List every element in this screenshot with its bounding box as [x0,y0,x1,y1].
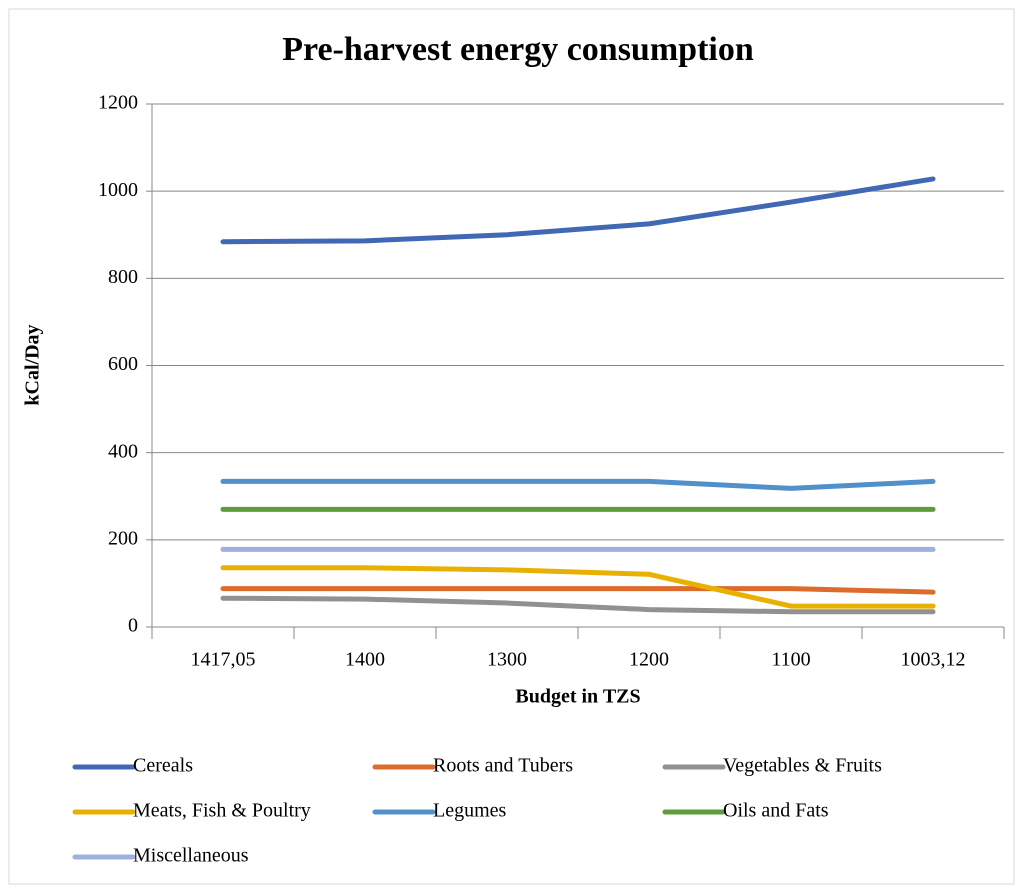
series-line [220,176,936,245]
x-tick-label: 1400 [345,649,385,671]
legend-label: Oils and Fats [723,800,829,822]
y-tick-label: 800 [108,266,138,288]
x-tick-label: 1200 [629,649,669,671]
y-tick-label: 0 [128,615,138,637]
y-tick-label: 400 [108,440,138,462]
y-axis-label: kCal/Day [22,324,44,405]
legend-label: Miscellaneous [133,845,249,867]
series-line [220,478,936,491]
series-line [220,595,936,615]
y-tick-label: 1000 [98,179,138,201]
chart-border [8,8,1015,885]
legend-label: Roots and Tubers [433,755,573,777]
series-line [220,565,936,609]
legend-label: Vegetables & Fruits [723,755,882,777]
y-tick-label: 1200 [98,92,138,114]
legend-label: Legumes [433,800,507,822]
x-tick-label: 1100 [771,649,810,671]
y-tick-label: 600 [108,353,138,375]
x-tick-label: 1300 [487,649,527,671]
x-axis-label: Budget in TZS [515,686,640,708]
chart-title: Pre-harvest energy consumption [282,31,754,68]
y-tick-label: 200 [108,527,138,549]
x-tick-label: 1003,12 [901,649,966,671]
x-tick-label: 1417,05 [191,649,256,671]
series-line [220,586,936,595]
legend-label: Meats, Fish & Poultry [133,800,311,822]
legend-label: Cereals [133,755,193,777]
